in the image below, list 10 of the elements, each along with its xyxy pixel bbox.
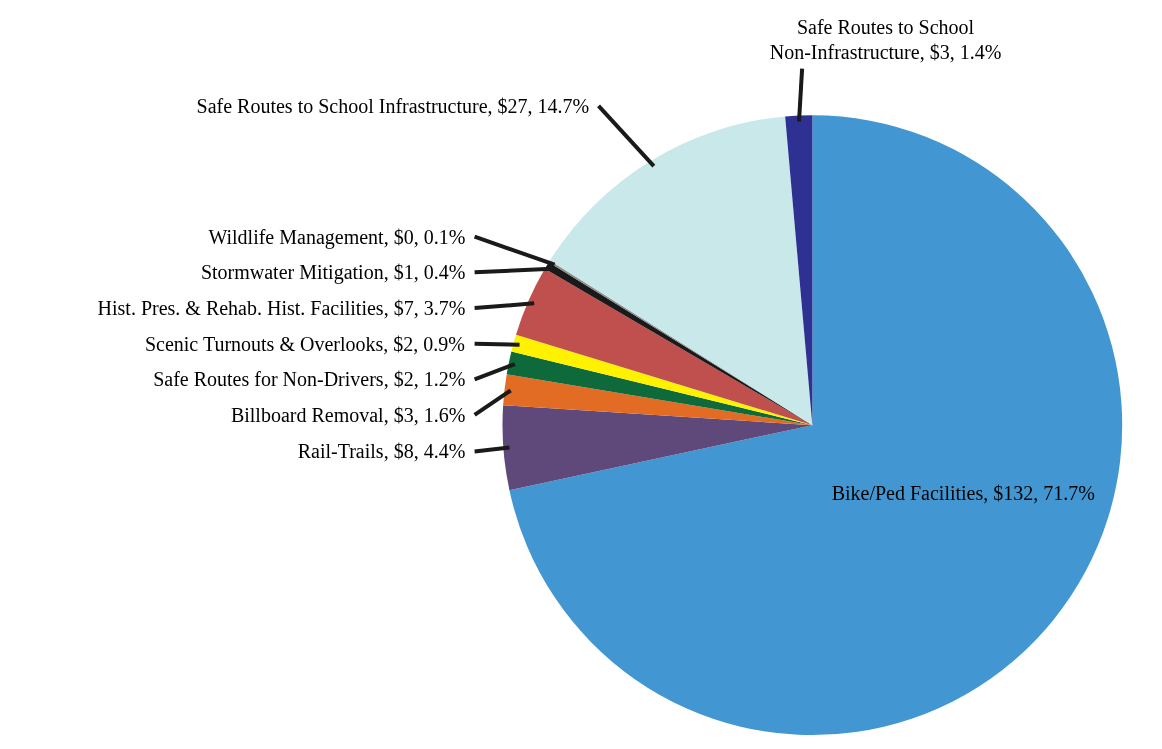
slice-label: Hist. Pres. & Rehab. Hist. Facilities, $7, 3.7%	[97, 297, 466, 320]
slice-label: Bike/Ped Facilities, $132, 71.7%	[831, 482, 1095, 505]
slice-label: Safe Routes to School Infrastructure, $27, 14.7%	[196, 94, 590, 117]
slice-label: Safe Routes for Non-Drivers, $2, 1.2%	[153, 368, 466, 391]
slice-label: Safe Routes to School Non-Infrastructure, $3, 1.4%	[769, 16, 1002, 63]
slice-label: Stormwater Mitigation, $1, 0.4%	[200, 261, 466, 285]
slice-label: Wildlife Management, $0, 0.1%	[208, 225, 466, 249]
slice-label: Scenic Turnouts & Overlooks, $2, 0.9%	[144, 332, 465, 355]
slice-label: Billboard Removal, $3, 1.6%	[230, 403, 466, 426]
slice-label: Rail-Trails, $8, 4.4%	[297, 440, 466, 463]
